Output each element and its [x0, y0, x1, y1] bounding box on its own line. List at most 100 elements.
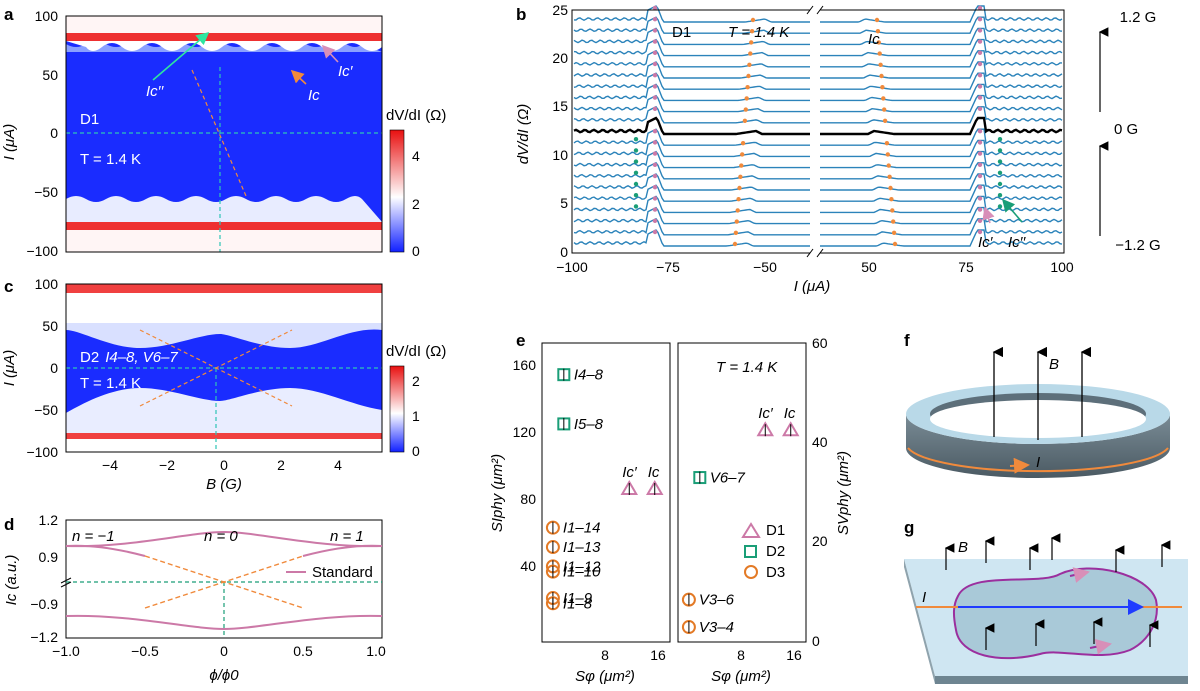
- ic1-marker: [652, 185, 658, 190]
- panel-f-B: B: [1049, 356, 1059, 373]
- ic-marker: [733, 230, 739, 235]
- ic-marker: [734, 219, 739, 224]
- ic-marker: [750, 17, 756, 23]
- panel-c-temp: T = 1.4 K: [80, 375, 141, 392]
- ic2-marker: [633, 204, 639, 209]
- panel-b-break-mark: [806, 248, 814, 258]
- ic1-marker: [652, 28, 658, 33]
- panel-c-xtick: −2: [159, 457, 175, 473]
- ic-marker: [740, 152, 745, 157]
- panel-b-xtick: −75: [656, 259, 680, 275]
- ic1-marker: [652, 106, 658, 112]
- point-label: I1–8: [563, 595, 593, 612]
- panel-b-label: b: [516, 5, 526, 24]
- legend-square-icon: [744, 545, 757, 558]
- ic1-marker: [977, 162, 983, 167]
- panel-g-I: I: [922, 589, 926, 606]
- panel-c-cbar-tick: 1: [412, 408, 420, 424]
- panel-c-bottom-white: [66, 439, 382, 452]
- panel-e-ytick-r: 20: [812, 533, 828, 549]
- panel-d-n-zero: n = 0: [204, 528, 238, 545]
- panel-e-legend-d3: D3: [766, 564, 785, 581]
- dvdi-curve: [820, 83, 1063, 102]
- panel-d-xtick: 0: [220, 643, 228, 659]
- ic1-marker: [652, 229, 658, 235]
- panel-c-bottom-red: [66, 433, 382, 439]
- ic2-marker: [997, 204, 1003, 209]
- panel-b-ytick: 5: [560, 195, 568, 211]
- panel-c-colorbar: [389, 365, 405, 453]
- dvdi-curve: [820, 72, 1063, 90]
- panel-e-legend-d2: D2: [766, 543, 785, 560]
- panel-e-legend-d1: D1: [766, 522, 785, 539]
- ic2-marker: [633, 181, 639, 187]
- panel-g-field-lines: [944, 533, 1171, 650]
- panel-d-frame: [65, 519, 383, 639]
- panel-b-arrow-ic1: [982, 206, 995, 224]
- panel-a-cbar-tick: 4: [412, 148, 420, 164]
- panel-d-xtick: −1.0: [52, 643, 80, 659]
- panel-b: b D1 T = 1.4 K Ic Ic′ Ic′′ 25 20 15 10 5…: [515, 2, 1161, 295]
- dvdi-curve: [820, 173, 1063, 191]
- panel-c-ytick: 50: [42, 318, 58, 334]
- dvdi-curve: [573, 161, 810, 180]
- ic1-marker: [652, 162, 658, 167]
- panel-b-xlabel: I (μA): [794, 278, 831, 295]
- panel-d-label: d: [4, 515, 14, 534]
- panel-c-xtick: 4: [334, 457, 342, 473]
- ic-marker: [749, 40, 754, 45]
- point-label: I5–8: [574, 416, 604, 433]
- panel-a-ytick: 50: [42, 67, 58, 83]
- dvdi-curve: [820, 195, 1063, 214]
- ic-marker: [880, 85, 885, 90]
- panel-d-xticks: −1.0 −0.5 0 0.5 1.0: [52, 643, 386, 659]
- panel-d-break-mark: [60, 581, 72, 588]
- ic-marker: [875, 29, 881, 34]
- dvdi-curve: [573, 195, 810, 214]
- panel-c-leads: D2 I4–8, V6–7: [80, 349, 178, 366]
- point-label: V3–4: [699, 619, 734, 636]
- ic1-marker: [977, 95, 983, 100]
- dvdi-curve: [820, 50, 1062, 68]
- dvdi-curve: [820, 106, 1063, 124]
- ic1-marker: [652, 218, 658, 223]
- panel-a-frame: [65, 15, 383, 253]
- ic2-marker: [633, 159, 639, 164]
- panel-d-xtick: −0.5: [131, 643, 159, 659]
- panel-b-axis-break: [810, 8, 820, 258]
- ic1-marker: [977, 218, 983, 223]
- panel-c-ytick: 0: [50, 360, 58, 376]
- dvdi-curve: [573, 38, 810, 57]
- ic-marker: [732, 241, 738, 247]
- legend-triangle-icon: [741, 522, 761, 538]
- panel-g: g I B: [904, 518, 1188, 684]
- dvdi-curve: [573, 128, 810, 146]
- ic1-marker: [652, 5, 658, 11]
- panel-d-cross-2: [144, 555, 304, 609]
- dvdi-curve: [820, 16, 1063, 34]
- ic1-marker: [977, 50, 983, 55]
- panel-c-upper-lobe: [66, 323, 382, 348]
- panel-b-xtick: 100: [1050, 259, 1074, 275]
- ic-marker: [737, 185, 742, 191]
- panel-a-top-red: [66, 33, 382, 41]
- panel-g-plate-edge-front: [935, 676, 1188, 684]
- panel-c-leads-text: I4–8, V6–7: [105, 349, 178, 366]
- dvdi-curve: [820, 116, 1063, 136]
- panel-b-curves: [573, 5, 1063, 247]
- panel-c-xticks: −4 −2 0 2 4: [102, 457, 342, 473]
- panel-b-xtick: −100: [556, 259, 588, 275]
- ic-marker: [877, 51, 882, 56]
- panel-b-ytick: 10: [552, 147, 568, 163]
- panel-d-ytick: −1.2: [30, 629, 58, 645]
- ic1-marker: [977, 207, 983, 212]
- panel-g-label: g: [904, 518, 914, 537]
- ic-marker: [881, 96, 886, 101]
- dvdi-curve: [820, 218, 1063, 236]
- ic1-marker: [652, 17, 658, 22]
- panel-b-field-top: 1.2 G: [1120, 9, 1157, 26]
- panel-b-break-mark: [816, 5, 824, 15]
- panel-d-curve-top-nplus: [302, 544, 383, 557]
- ic-marker: [889, 197, 894, 202]
